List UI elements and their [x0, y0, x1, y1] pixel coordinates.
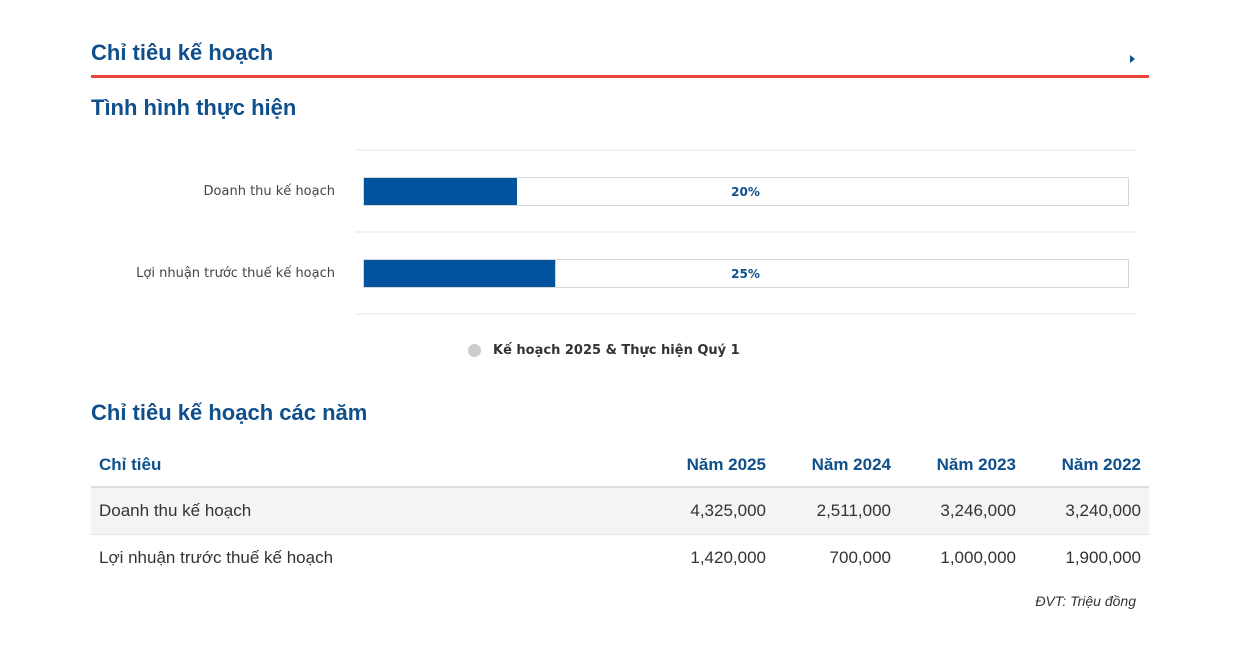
chart-legend[interactable]: Kế hoạch 2025 & Thực hiện Quý 1: [468, 341, 740, 359]
column-header-2024: Năm 2024: [774, 444, 899, 488]
cell-value: 2,511,000: [774, 487, 899, 535]
row-label: Lợi nhuận trước thuế kế hoạch: [99, 548, 334, 567]
cell-value: 1,000,000: [940, 548, 1016, 567]
progress-chart: Doanh thu kế hoạch 20% Lợi nhuận trước thu…: [136, 149, 1136, 315]
table-title: Chỉ tiêu kế hoạch các năm: [91, 400, 368, 425]
section-header: Chỉ tiêu kế hoạch: [91, 40, 1149, 78]
cell-value: 3,240,000: [1024, 487, 1149, 535]
table-row: Doanh thu kế hoạch 4,325,000 2,511,000 3…: [91, 487, 1149, 535]
table-row: Lợi nhuận trước thuế kế hoạch 1,420,000 …: [91, 535, 1149, 582]
unit-note: ĐVT: Triệu đồng: [1035, 593, 1136, 609]
table-header-row: Chỉ tiêu Năm 2025 Năm 2024 Năm 2023 Năm …: [91, 444, 1149, 488]
row-label: Doanh thu kế hoạch: [91, 487, 649, 535]
column-header-name: Chỉ tiêu: [91, 444, 649, 488]
category-label: Lợi nhuận trước thuế kế hoạch: [136, 266, 335, 281]
column-header-2025: Năm 2025: [649, 444, 774, 488]
section-title: Chỉ tiêu kế hoạch: [91, 40, 274, 65]
bar-value-label: 20%: [731, 185, 760, 199]
column-header-2023: Năm 2023: [899, 444, 1024, 488]
progress-bar[interactable]: [364, 178, 517, 205]
cell-value: 4,325,000: [649, 487, 774, 535]
progress-bar[interactable]: [364, 260, 556, 287]
bar-value-label: 25%: [731, 267, 760, 281]
column-header-2022: Năm 2022: [1024, 444, 1149, 488]
cell-value: 700,000: [829, 548, 891, 567]
caret-right-icon[interactable]: [1130, 55, 1135, 63]
category-label: Doanh thu kế hoạch: [204, 184, 335, 199]
cell-value: 1,420,000: [690, 548, 766, 567]
plan-table: Chỉ tiêu Năm 2025 Năm 2024 Năm 2023 Năm …: [91, 444, 1149, 581]
legend-label: Kế hoạch 2025 & Thực hiện Quý 1: [493, 342, 740, 358]
cell-value: 1,900,000: [1065, 548, 1141, 567]
legend-marker: [468, 343, 481, 357]
progress-title: Tình hình thực hiện: [91, 95, 297, 120]
cell-value: 3,246,000: [899, 487, 1024, 535]
